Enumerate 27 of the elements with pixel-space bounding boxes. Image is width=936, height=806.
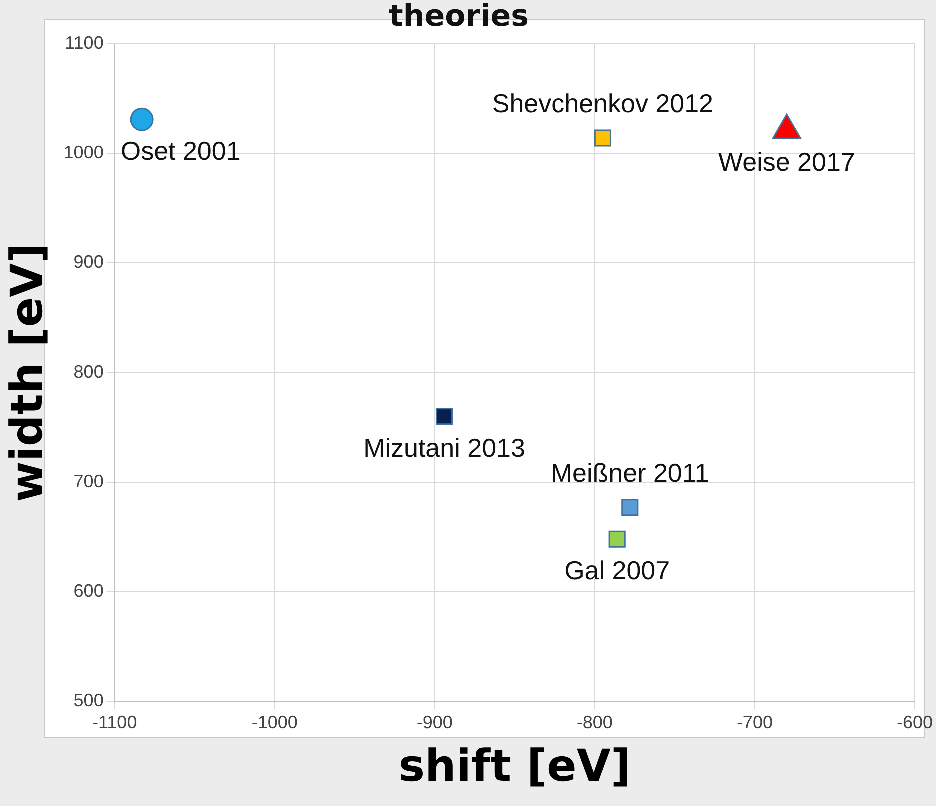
series-label: Weise 2017 <box>718 146 856 177</box>
x-tick-label: -800 <box>576 712 613 732</box>
y-tick-label: 1000 <box>64 142 104 163</box>
y-tick-label: 900 <box>74 252 104 272</box>
x-tick-label: -1000 <box>252 712 298 732</box>
y-tick-label: 700 <box>74 471 104 492</box>
y-axis-title: width [eV] <box>2 243 53 502</box>
series-label: Gal 2007 <box>564 556 670 586</box>
x-tick-label: -900 <box>416 712 453 732</box>
y-tick-label: 600 <box>74 580 104 601</box>
point <box>608 530 626 548</box>
point <box>594 130 612 147</box>
x-tick-label: -700 <box>736 712 773 732</box>
x-axis-title: shift [eV] <box>398 741 632 792</box>
y-tick-label: 500 <box>74 690 104 711</box>
y-tick-label: 1100 <box>65 32 104 53</box>
y-tick-label: 800 <box>74 362 104 382</box>
series-label: Mizutani 2013 <box>364 432 526 463</box>
series-label: Meißner 2011 <box>550 458 710 488</box>
x-tick-label: -600 <box>896 712 933 732</box>
series-label: Shevchenkov 2012 <box>492 88 714 118</box>
point <box>130 108 154 132</box>
x-tick-label: -1100 <box>92 712 138 732</box>
point <box>436 408 454 426</box>
point <box>622 499 639 516</box>
chart-title: theories <box>389 0 529 34</box>
series-label: Oset 2001 <box>120 136 241 166</box>
